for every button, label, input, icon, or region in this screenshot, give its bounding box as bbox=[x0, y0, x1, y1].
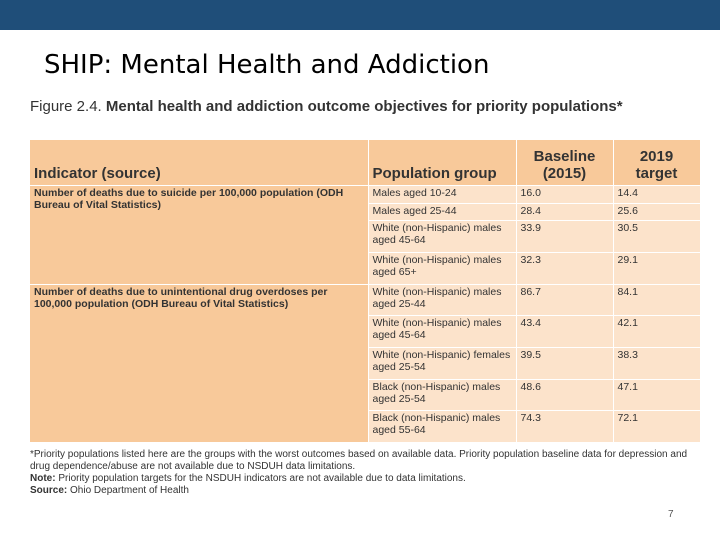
baseline-cell: 74.3 bbox=[516, 410, 614, 442]
baseline-cell: 28.4 bbox=[516, 202, 614, 221]
objectives-table: Indicator (source) Population group Base… bbox=[30, 140, 701, 442]
target-cell: 47.1 bbox=[613, 378, 701, 411]
population-cell: Males aged 10-24 bbox=[368, 185, 517, 204]
population-cell: White (non-Hispanic) males aged 45-64 bbox=[368, 315, 517, 348]
figure-caption: Mental health and addiction outcome obje… bbox=[105, 98, 623, 115]
note-line: Note: Priority population targets for th… bbox=[30, 473, 700, 485]
table-row: White (non-Hispanic) males aged 45-64 33… bbox=[30, 220, 701, 253]
population-cell: White (non-Hispanic) males aged 25-44 bbox=[368, 283, 517, 316]
baseline-cell: 43.4 bbox=[516, 315, 614, 348]
header-baseline: Baseline (2015) bbox=[516, 140, 614, 186]
population-cell: White (non-Hispanic) males aged 65+ bbox=[368, 251, 517, 285]
header-indicator: Indicator (source) bbox=[30, 140, 369, 186]
baseline-cell: 33.9 bbox=[516, 220, 614, 253]
note-label: Note: bbox=[30, 473, 56, 484]
target-cell: 72.1 bbox=[613, 410, 701, 442]
baseline-cell: 86.7 bbox=[516, 283, 614, 316]
source-line: Source: Ohio Department of Health bbox=[30, 485, 700, 497]
target-cell: 29.1 bbox=[613, 251, 701, 285]
header-target: 2019 target bbox=[613, 140, 701, 186]
target-cell: 42.1 bbox=[613, 315, 701, 348]
source-label: Source: bbox=[30, 485, 68, 496]
baseline-cell: 39.5 bbox=[516, 346, 614, 380]
population-cell: Black (non-Hispanic) males aged 55-64 bbox=[368, 410, 517, 442]
indicator-overdose-text: Number of deaths due to unintentional dr… bbox=[34, 285, 328, 310]
table-row: Number of deaths due to unintentional dr… bbox=[30, 283, 701, 442]
figure-title: Figure 2.4. Mental health and addiction … bbox=[30, 98, 630, 116]
header-population: Population group bbox=[368, 140, 517, 186]
indicator-suicide: Number of deaths due to suicide per 100,… bbox=[30, 185, 369, 285]
baseline-cell: 32.3 bbox=[516, 251, 614, 285]
note-text: Priority population targets for the NSDU… bbox=[58, 473, 466, 484]
table-row: White (non-Hispanic) males aged 65+ 32.3… bbox=[30, 251, 701, 285]
target-cell: 84.1 bbox=[613, 283, 701, 316]
population-cell: Black (non-Hispanic) males aged 25-54 bbox=[368, 378, 517, 411]
indicator-suicide-text: Number of deaths due to suicide per 100,… bbox=[34, 187, 344, 211]
page-number: 7 bbox=[668, 509, 674, 520]
source-text: Ohio Department of Health bbox=[70, 485, 189, 496]
table-row: White (non-Hispanic) males aged 45-64 43… bbox=[30, 315, 701, 348]
target-cell: 14.4 bbox=[613, 185, 701, 204]
slide-title: SHIP: Mental Health and Addiction bbox=[44, 50, 490, 80]
figure-notes: *Priority populations listed here are th… bbox=[30, 449, 700, 497]
table-row: Black (non-Hispanic) males aged 25-54 48… bbox=[30, 378, 701, 411]
target-cell: 30.5 bbox=[613, 220, 701, 253]
target-cell: 25.6 bbox=[613, 202, 701, 221]
population-cell: White (non-Hispanic) females aged 25-54 bbox=[368, 346, 517, 380]
table-row: Males aged 25-44 28.4 25.6 bbox=[30, 202, 701, 221]
table-row: Number of deaths due to suicide per 100,… bbox=[30, 185, 701, 285]
top-banner bbox=[0, 0, 720, 30]
baseline-cell: 16.0 bbox=[516, 185, 614, 204]
population-cell: Males aged 25-44 bbox=[368, 202, 517, 221]
population-cell: White (non-Hispanic) males aged 45-64 bbox=[368, 220, 517, 253]
table-header-row: Indicator (source) Population group Base… bbox=[30, 140, 701, 186]
baseline-cell: 48.6 bbox=[516, 378, 614, 411]
table-row: White (non-Hispanic) females aged 25-54 … bbox=[30, 346, 701, 380]
target-cell: 38.3 bbox=[613, 346, 701, 380]
indicator-overdose: Number of deaths due to unintentional dr… bbox=[30, 283, 369, 442]
asterisk-note: *Priority populations listed here are th… bbox=[30, 449, 688, 472]
table-row: Black (non-Hispanic) males aged 55-64 74… bbox=[30, 410, 701, 442]
figure-number: Figure 2.4. bbox=[30, 98, 102, 115]
